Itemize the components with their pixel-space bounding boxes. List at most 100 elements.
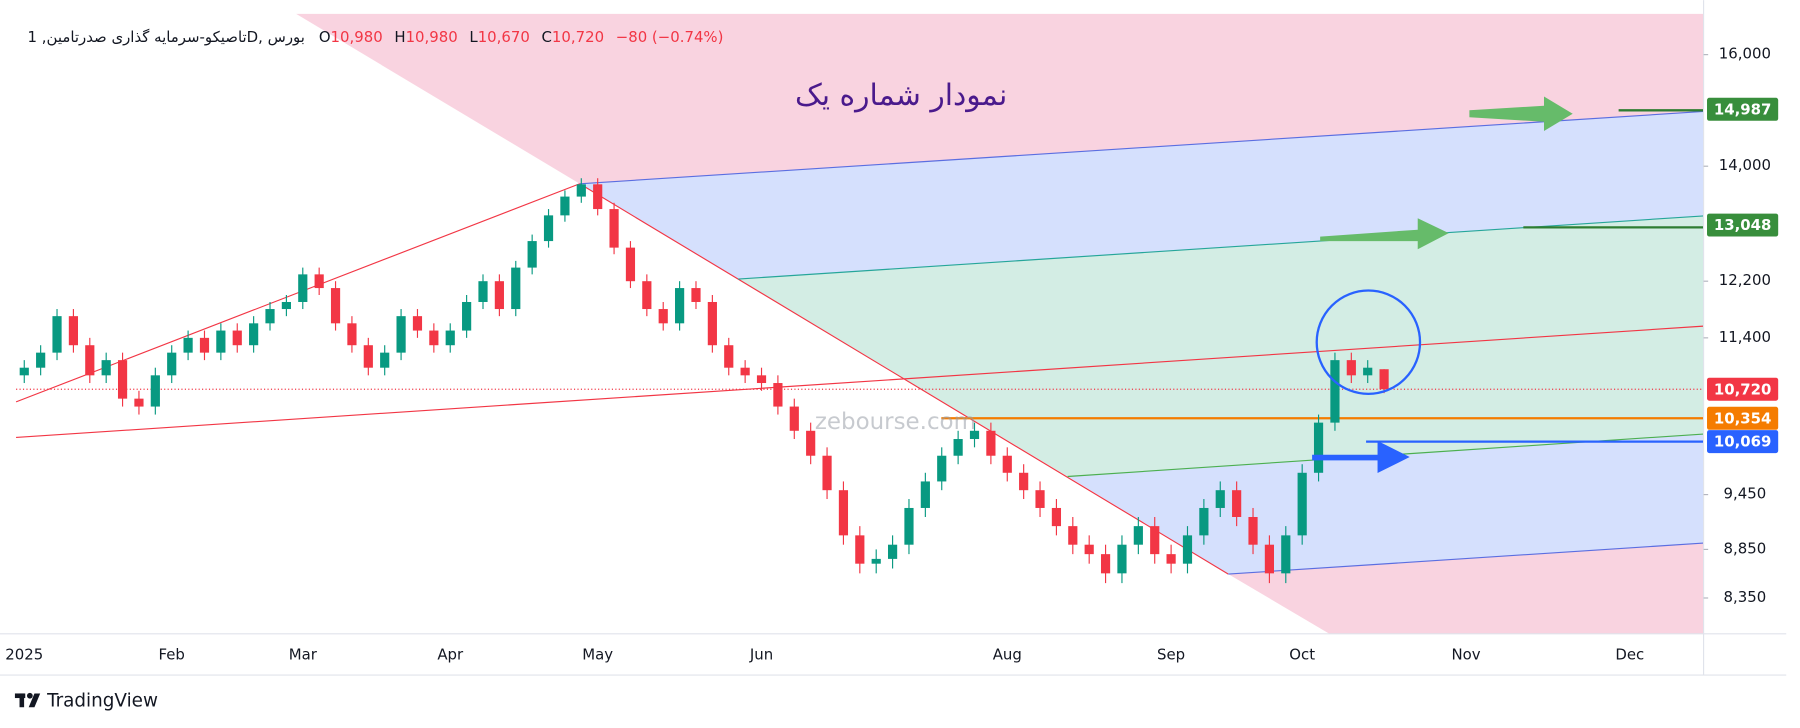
brand-logo: TradingView	[14, 691, 158, 712]
candle-body	[380, 352, 390, 368]
candle-body	[838, 490, 849, 536]
candle-body	[19, 367, 29, 376]
trend-line	[16, 325, 1704, 439]
candle-body	[986, 430, 996, 456]
candle-body	[576, 184, 586, 197]
x-tick-label: Oct	[1289, 646, 1315, 664]
candle-body	[806, 430, 816, 456]
pink-zone	[1228, 543, 1704, 634]
x-tick-label: Apr	[437, 646, 464, 664]
price-label-box	[1707, 97, 1779, 121]
candle-body	[527, 241, 537, 268]
candle-body	[478, 281, 488, 302]
candle-body	[1100, 554, 1111, 574]
logo-part	[26, 692, 33, 699]
y-tick-label: 12,200	[1719, 271, 1771, 289]
candle-body	[1313, 422, 1324, 473]
trend-line	[579, 110, 1704, 185]
candle-body	[412, 316, 423, 331]
candle-body	[1068, 526, 1078, 545]
x-tick-label: Dec	[1615, 646, 1644, 664]
candle-body	[593, 184, 603, 210]
candle-body	[756, 375, 767, 384]
candles	[19, 178, 1389, 584]
candle-body	[855, 535, 865, 564]
candle-body	[1084, 544, 1094, 555]
highlight-circle	[1315, 289, 1422, 395]
candle-body	[773, 383, 783, 407]
green-zone	[738, 215, 1704, 477]
x-tick-label: Mar	[289, 646, 318, 664]
candle-body	[1281, 535, 1291, 574]
candle-body	[953, 439, 963, 456]
candle-body	[1035, 490, 1045, 508]
candle-body	[511, 267, 521, 310]
price-label-box	[1707, 406, 1779, 430]
candle-body	[216, 330, 226, 353]
price-label-box	[1707, 430, 1779, 454]
brand: TradingView	[46, 691, 158, 712]
candle-body	[183, 337, 193, 353]
ohlc-label: L	[469, 28, 478, 46]
candle-body	[199, 337, 210, 353]
blue-zone	[579, 111, 1704, 280]
candle-body	[937, 455, 947, 482]
candle-body	[904, 507, 914, 545]
ohlc-label: C	[542, 28, 552, 46]
ohlc-value: 10,670	[478, 28, 530, 46]
candle-body	[625, 247, 636, 282]
candle-body	[1232, 490, 1242, 517]
candle-body	[101, 360, 111, 376]
price-label: 10,720	[1714, 380, 1772, 398]
candle-body	[920, 481, 930, 508]
x-tick-label: May	[582, 646, 613, 664]
candle-body	[314, 274, 324, 289]
ohlc-label: H	[394, 28, 405, 46]
candle-body	[396, 316, 406, 353]
candle-body	[1182, 535, 1193, 564]
change: −80 (−0.74%)	[616, 28, 724, 46]
price-label: 13,048	[1714, 216, 1772, 234]
candle-body	[429, 330, 439, 346]
candle-body	[363, 345, 373, 368]
candle-body	[609, 209, 619, 248]
y-tick-label: 11,400	[1719, 328, 1771, 346]
y-tick-label: 16,000	[1719, 45, 1771, 63]
candle-body	[969, 430, 980, 440]
arrow	[1320, 218, 1449, 250]
candle-body	[298, 274, 308, 302]
candle-body	[494, 281, 504, 310]
trend-line	[1228, 542, 1704, 575]
ohlc-value: 10,980	[406, 28, 458, 46]
logo-part	[19, 693, 25, 708]
candle-body	[232, 330, 242, 346]
candle-body	[1166, 554, 1176, 564]
x-tick-label: Feb	[159, 646, 185, 664]
y-tick-label: 9,450	[1724, 485, 1767, 503]
fork-regions	[296, 13, 1704, 634]
symbol: تاصیکو-سرمایه گذاری صدرتامین, 1D, بورس	[28, 28, 305, 46]
candle-body	[265, 309, 275, 324]
candle-body	[249, 323, 259, 346]
candle-body	[68, 316, 79, 346]
candle-body	[281, 301, 291, 310]
candle-body	[789, 406, 799, 431]
candle-body	[560, 196, 570, 216]
y-tick-label: 14,000	[1719, 156, 1771, 174]
annotations: نمودار شماره یک zebourse.com	[795, 78, 1704, 474]
candle-body	[1051, 507, 1062, 527]
price-label-box	[1707, 213, 1779, 237]
candle-body	[1346, 360, 1356, 376]
candle-body	[1199, 507, 1209, 536]
candle-body	[1133, 526, 1143, 545]
ohlc-value: 10,980	[331, 28, 383, 46]
candle-body	[1330, 360, 1340, 423]
chart-header: تاصیکو-سرمایه گذاری صدرتامین, 1D, بورس O…	[28, 28, 724, 46]
candle-body	[36, 352, 46, 368]
candle-body	[117, 360, 128, 399]
x-tick-label: Sep	[1157, 646, 1185, 664]
candle-body	[52, 316, 62, 353]
price-label: 14,987	[1714, 100, 1772, 118]
candle-body	[445, 330, 455, 346]
